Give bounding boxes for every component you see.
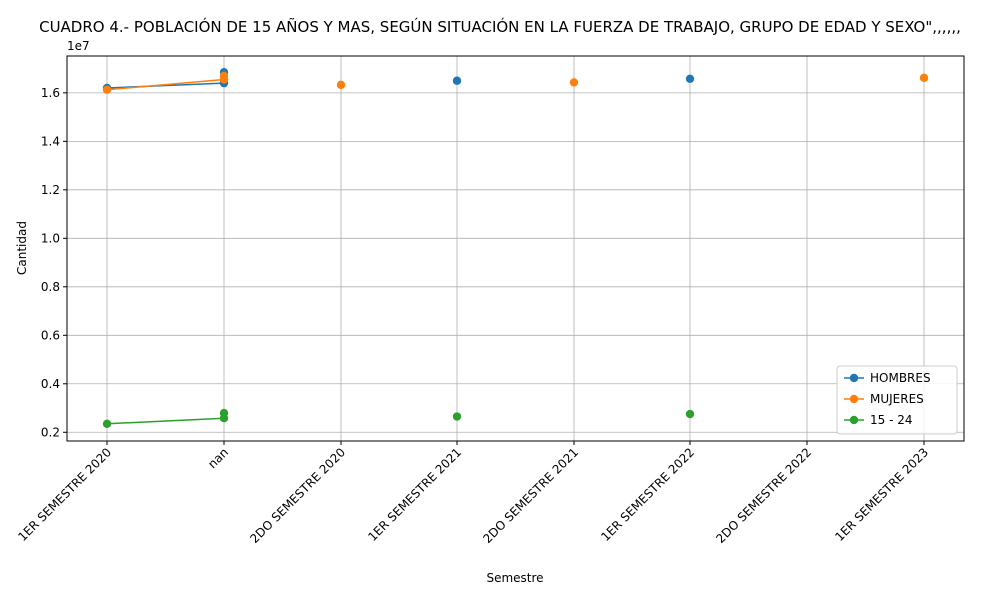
y-tick-label: 1.2: [41, 183, 60, 197]
data-point: [219, 408, 229, 418]
y-axis-label: Cantidad: [15, 221, 29, 275]
data-point: [919, 73, 929, 83]
legend-marker: [849, 394, 859, 404]
x-tick-label: 1ER SEMESTRE 2023: [832, 445, 931, 544]
series-2: [102, 408, 695, 428]
x-tick-label: 1ER SEMESTRE 2020: [15, 445, 114, 544]
x-axis-label: Semestre: [486, 571, 543, 585]
grid: [67, 56, 964, 441]
data-point: [219, 71, 229, 81]
series-line: [106, 78, 225, 91]
x-tick-label: 2DO SEMESTRE 2022: [713, 445, 814, 546]
y-tick-label: 0.6: [41, 328, 60, 342]
x-tick-label: 2DO SEMESTRE 2020: [247, 445, 348, 546]
legend-label: 15 - 24: [870, 413, 913, 427]
x-tick-label: 1ER SEMESTRE 2021: [365, 445, 464, 544]
data-point: [685, 74, 695, 83]
y-tick-label: 0.8: [41, 280, 60, 294]
legend-label: MUJERES: [870, 392, 924, 406]
legend-marker: [849, 373, 859, 383]
data-point: [102, 85, 112, 94]
legend-marker: [849, 415, 859, 425]
data-point: [452, 412, 462, 421]
y-tick-label: 0.4: [41, 377, 60, 391]
data-point: [685, 409, 695, 419]
y-axis-ticks: 0.2 0.4 0.6 0.8 1.0 1.2 1.4 1.6: [41, 86, 67, 439]
x-tick-label: 2DO SEMESTRE 2021: [480, 445, 581, 546]
y-tick-label: 1.6: [41, 86, 60, 100]
legend-box: [836, 365, 958, 435]
x-axis-ticks: 1ER SEMESTRE 2020 nan 2DO SEMESTRE 2020 1ER…: [15, 441, 931, 546]
y-axis-offset-label: 1e7: [67, 39, 90, 53]
plot-frame: [66, 55, 965, 442]
series-line: [106, 417, 225, 425]
y-tick-label: 0.2: [41, 425, 60, 439]
data-point: [336, 80, 346, 90]
series-layer: [102, 68, 929, 428]
y-tick-label: 1.4: [41, 134, 60, 148]
x-tick-label: nan: [205, 445, 231, 471]
chart-title: CUADRO 4.- POBLACIÓN DE 15 AÑOS Y MAS, S…: [39, 17, 961, 36]
data-point: [102, 419, 112, 428]
data-point: [569, 78, 579, 87]
data-point: [452, 76, 462, 85]
series-1: [102, 71, 929, 94]
legend-label: HOMBRES: [870, 371, 931, 385]
series-line: [106, 82, 225, 89]
y-tick-label: 1.0: [41, 231, 60, 245]
legend: HOMBRES MUJERES 15 - 24: [836, 365, 958, 435]
series-0: [102, 68, 695, 93]
x-tick-label: 1ER SEMESTRE 2022: [598, 445, 697, 544]
